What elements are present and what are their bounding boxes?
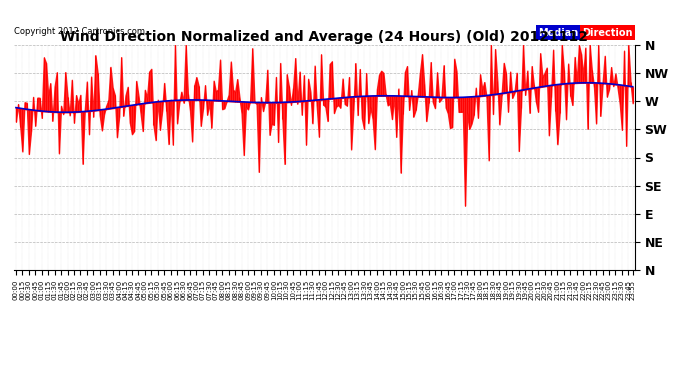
Text: Median: Median: [539, 28, 579, 38]
Title: Wind Direction Normalized and Average (24 Hours) (Old) 20121112: Wind Direction Normalized and Average (2…: [60, 30, 589, 44]
Text: Direction: Direction: [582, 28, 633, 38]
Text: Copyright 2012 Cartronics.com: Copyright 2012 Cartronics.com: [14, 27, 145, 36]
